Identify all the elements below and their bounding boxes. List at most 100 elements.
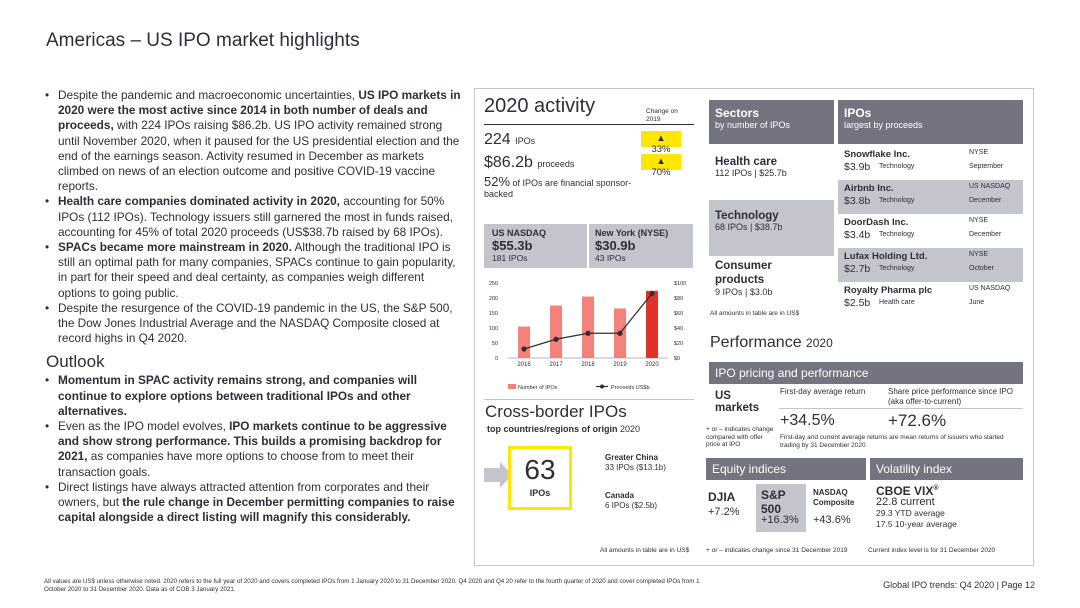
proceeds-change-badge: ▲ 70% <box>641 154 681 178</box>
left-axis-tick: 100 <box>489 326 498 332</box>
financial-pct: 52% <box>484 174 511 189</box>
outlook-bullet-2-bold: IPO markets continue to be aggressive an… <box>58 419 447 464</box>
cross-border-subtitle: top countries/regions of origin 2020 <box>487 424 640 434</box>
legend-swatch-ipos <box>508 384 516 389</box>
vix-ten-year: 17.5 10-year average <box>876 519 957 529</box>
ipos-subtitle: largest by proceeds <box>844 120 923 130</box>
x-axis-tick: 2019 <box>613 362 627 368</box>
origin-detail-2: 6 IPOs ($2.5b) <box>605 501 658 510</box>
exchange-nasdaq-ipos: 181 IPOs <box>492 253 528 263</box>
ipo-exchange: US NASDAQ <box>969 183 1011 190</box>
sector-detail-technology: 68 IPOs | $38.7b <box>715 222 783 232</box>
ipos-change-badge: ▲ 33% <box>641 131 681 155</box>
vix-name-row: CBOE VIX® <box>876 483 957 497</box>
right-axis-tick: $0 <box>674 356 680 362</box>
highlight-bullet-1-text: with 224 IPOs raising $86.2b. US IPO act… <box>58 118 460 194</box>
proceeds-value: $86.2b <box>484 154 533 171</box>
ipo-row: Snowflake Inc. NYSE $3.9b Technology Septemb… <box>838 146 1023 180</box>
ipo-exchange: NYSE <box>969 149 989 156</box>
outlook-bullet-2-text: as companies have more options to choose… <box>58 449 415 479</box>
origin-item-2: Canada 6 IPOs ($2.5b) <box>605 491 657 511</box>
ipo-amount: $3.8b <box>844 195 871 207</box>
ipo-name: DoorDash Inc. <box>844 217 909 228</box>
proceeds-point <box>553 336 559 342</box>
ipo-sector: Technology <box>879 163 915 170</box>
sector-name-technology: Technology <box>715 210 779 222</box>
page-number: Global IPO trends: Q4 2020 | Page 12 <box>883 580 1035 590</box>
sector-detail-health: 112 IPOs | $25.7b <box>715 168 787 178</box>
exchange-nyse-ipos: 43 IPOs <box>595 253 626 263</box>
vix-ytd: 29.3 YTD average <box>876 508 945 518</box>
sector-name-health: Health care <box>715 156 778 168</box>
offer-to-current-label: Share price performance since IPO (aka o… <box>888 387 1013 406</box>
x-axis-tick: 2017 <box>549 362 563 368</box>
ipo-amount: $3.4b <box>844 229 871 241</box>
ipo-count-bar <box>518 326 530 358</box>
pricing-header: IPO pricing and performance <box>709 362 1023 384</box>
pricing-divider <box>779 408 1023 409</box>
ipo-exchange: NYSE <box>969 217 989 224</box>
cross-border-total-label: IPOs <box>529 488 551 498</box>
outlook-heading: Outlook <box>46 352 105 372</box>
page-title: Americas – US IPO market highlights <box>46 30 360 51</box>
proceeds-point <box>617 330 623 336</box>
outlook-bullet-3-text: Direct listings have always attracted at… <box>58 479 430 510</box>
exchange-nasdaq-name: US NASDAQ <box>492 228 547 238</box>
ipo-month: December <box>969 197 1002 204</box>
highlight-bullet-1-text: Despite the pandemic and macroeconomic u… <box>58 88 359 102</box>
performance-title: Performance <box>710 334 802 351</box>
highlight-bullet-1: Despite the pandemic and macroeconomic u… <box>44 88 464 194</box>
right-axis-tick: $80 <box>674 296 683 302</box>
ipo-month: June <box>969 299 985 306</box>
section-divider <box>484 399 694 400</box>
nasdaq-value: +43.6% <box>813 514 851 526</box>
legend-label-proceeds: Proceeds US$b <box>611 385 650 391</box>
activity-title: 2020 activity <box>484 95 596 117</box>
proceeds-point <box>521 346 527 352</box>
ipo-sector: Technology <box>879 231 915 238</box>
ipo-name: Lufax Holding Ltd. <box>844 251 928 262</box>
first-day-value: +34.5% <box>780 412 835 429</box>
first-day-label: First-day average return <box>780 387 866 396</box>
proceeds-point <box>649 290 655 297</box>
ipo-count-bar <box>550 305 562 358</box>
ipo-exchange: US NASDAQ <box>969 285 1011 292</box>
cross-border-total: 63 <box>524 454 556 485</box>
ipo-amount: $2.7b <box>844 263 871 275</box>
left-axis-tick: 250 <box>489 281 498 287</box>
ipos-header: IPOs largest by proceeds <box>838 100 1023 144</box>
origin-detail-1: 33 IPOs ($13.1b) <box>605 463 666 472</box>
x-axis-tick: 2018 <box>581 362 595 368</box>
largest-ipos-list: Snowflake Inc. NYSE $3.9b Technology Septemb… <box>838 146 1023 316</box>
financial-text: of IPOs are financial sponsor-backed <box>484 178 632 199</box>
arrow-icon <box>484 462 512 488</box>
left-axis-tick: 150 <box>489 311 498 317</box>
financial-sponsor: 52% of IPOs are financial sponsor-backed <box>484 174 654 200</box>
vix-footnote: Current index level is for 31 December 2… <box>868 547 996 554</box>
highlight-bullet-2-bold: Health care companies dominated activity… <box>58 194 340 209</box>
ipos-count: 224 <box>484 131 511 148</box>
highlight-bullet-3: SPACs became more mainstream in 2020. Al… <box>44 240 464 301</box>
pricing-note-left: + or – indicates change compared with of… <box>706 426 774 448</box>
ipos-unit: IPOs <box>515 136 536 146</box>
outlook-bullet-1: Momentum in SPAC activity remains strong… <box>44 373 464 419</box>
outlook-bullet-2: Even as the IPO model evolves, IPO marke… <box>44 419 464 480</box>
equity-footnote: + or – indicates change since 31 Decembe… <box>706 547 848 554</box>
proceeds-unit: proceeds <box>537 159 575 169</box>
highlight-bullet-2: Health care companies dominated activity… <box>44 194 464 240</box>
ipo-name: Royalty Pharma plc <box>844 285 933 296</box>
exchange-nyse: New York (NYSE) $30.9b 43 IPOs <box>589 224 693 268</box>
right-axis-tick: $40 <box>674 326 683 332</box>
sector-name-consumer: Consumer products <box>715 260 772 286</box>
index-sp500: S&P 500 +16.3% <box>756 484 806 532</box>
ipo-amount: $2.5b <box>844 297 871 309</box>
ipo-name: Airbnb Inc. <box>844 183 894 194</box>
origin-item-1: Greater China 33 IPOs ($13.1b) <box>605 453 666 473</box>
highlight-bullet-3-text: Although the traditional IPO is still an… <box>58 240 456 300</box>
highlights-bullets: Despite the pandemic and macroeconomic u… <box>44 88 464 346</box>
highlight-bullet-2-text: accounting for 50% IPOs (112 IPOs). Tech… <box>58 194 453 239</box>
ipo-month: September <box>969 163 1004 170</box>
ipo-sector: Health care <box>879 299 915 306</box>
infographic-panel <box>474 88 1034 566</box>
ipo-row: Airbnb Inc. US NASDAQ $3.8b Technology Decem… <box>838 180 1023 214</box>
